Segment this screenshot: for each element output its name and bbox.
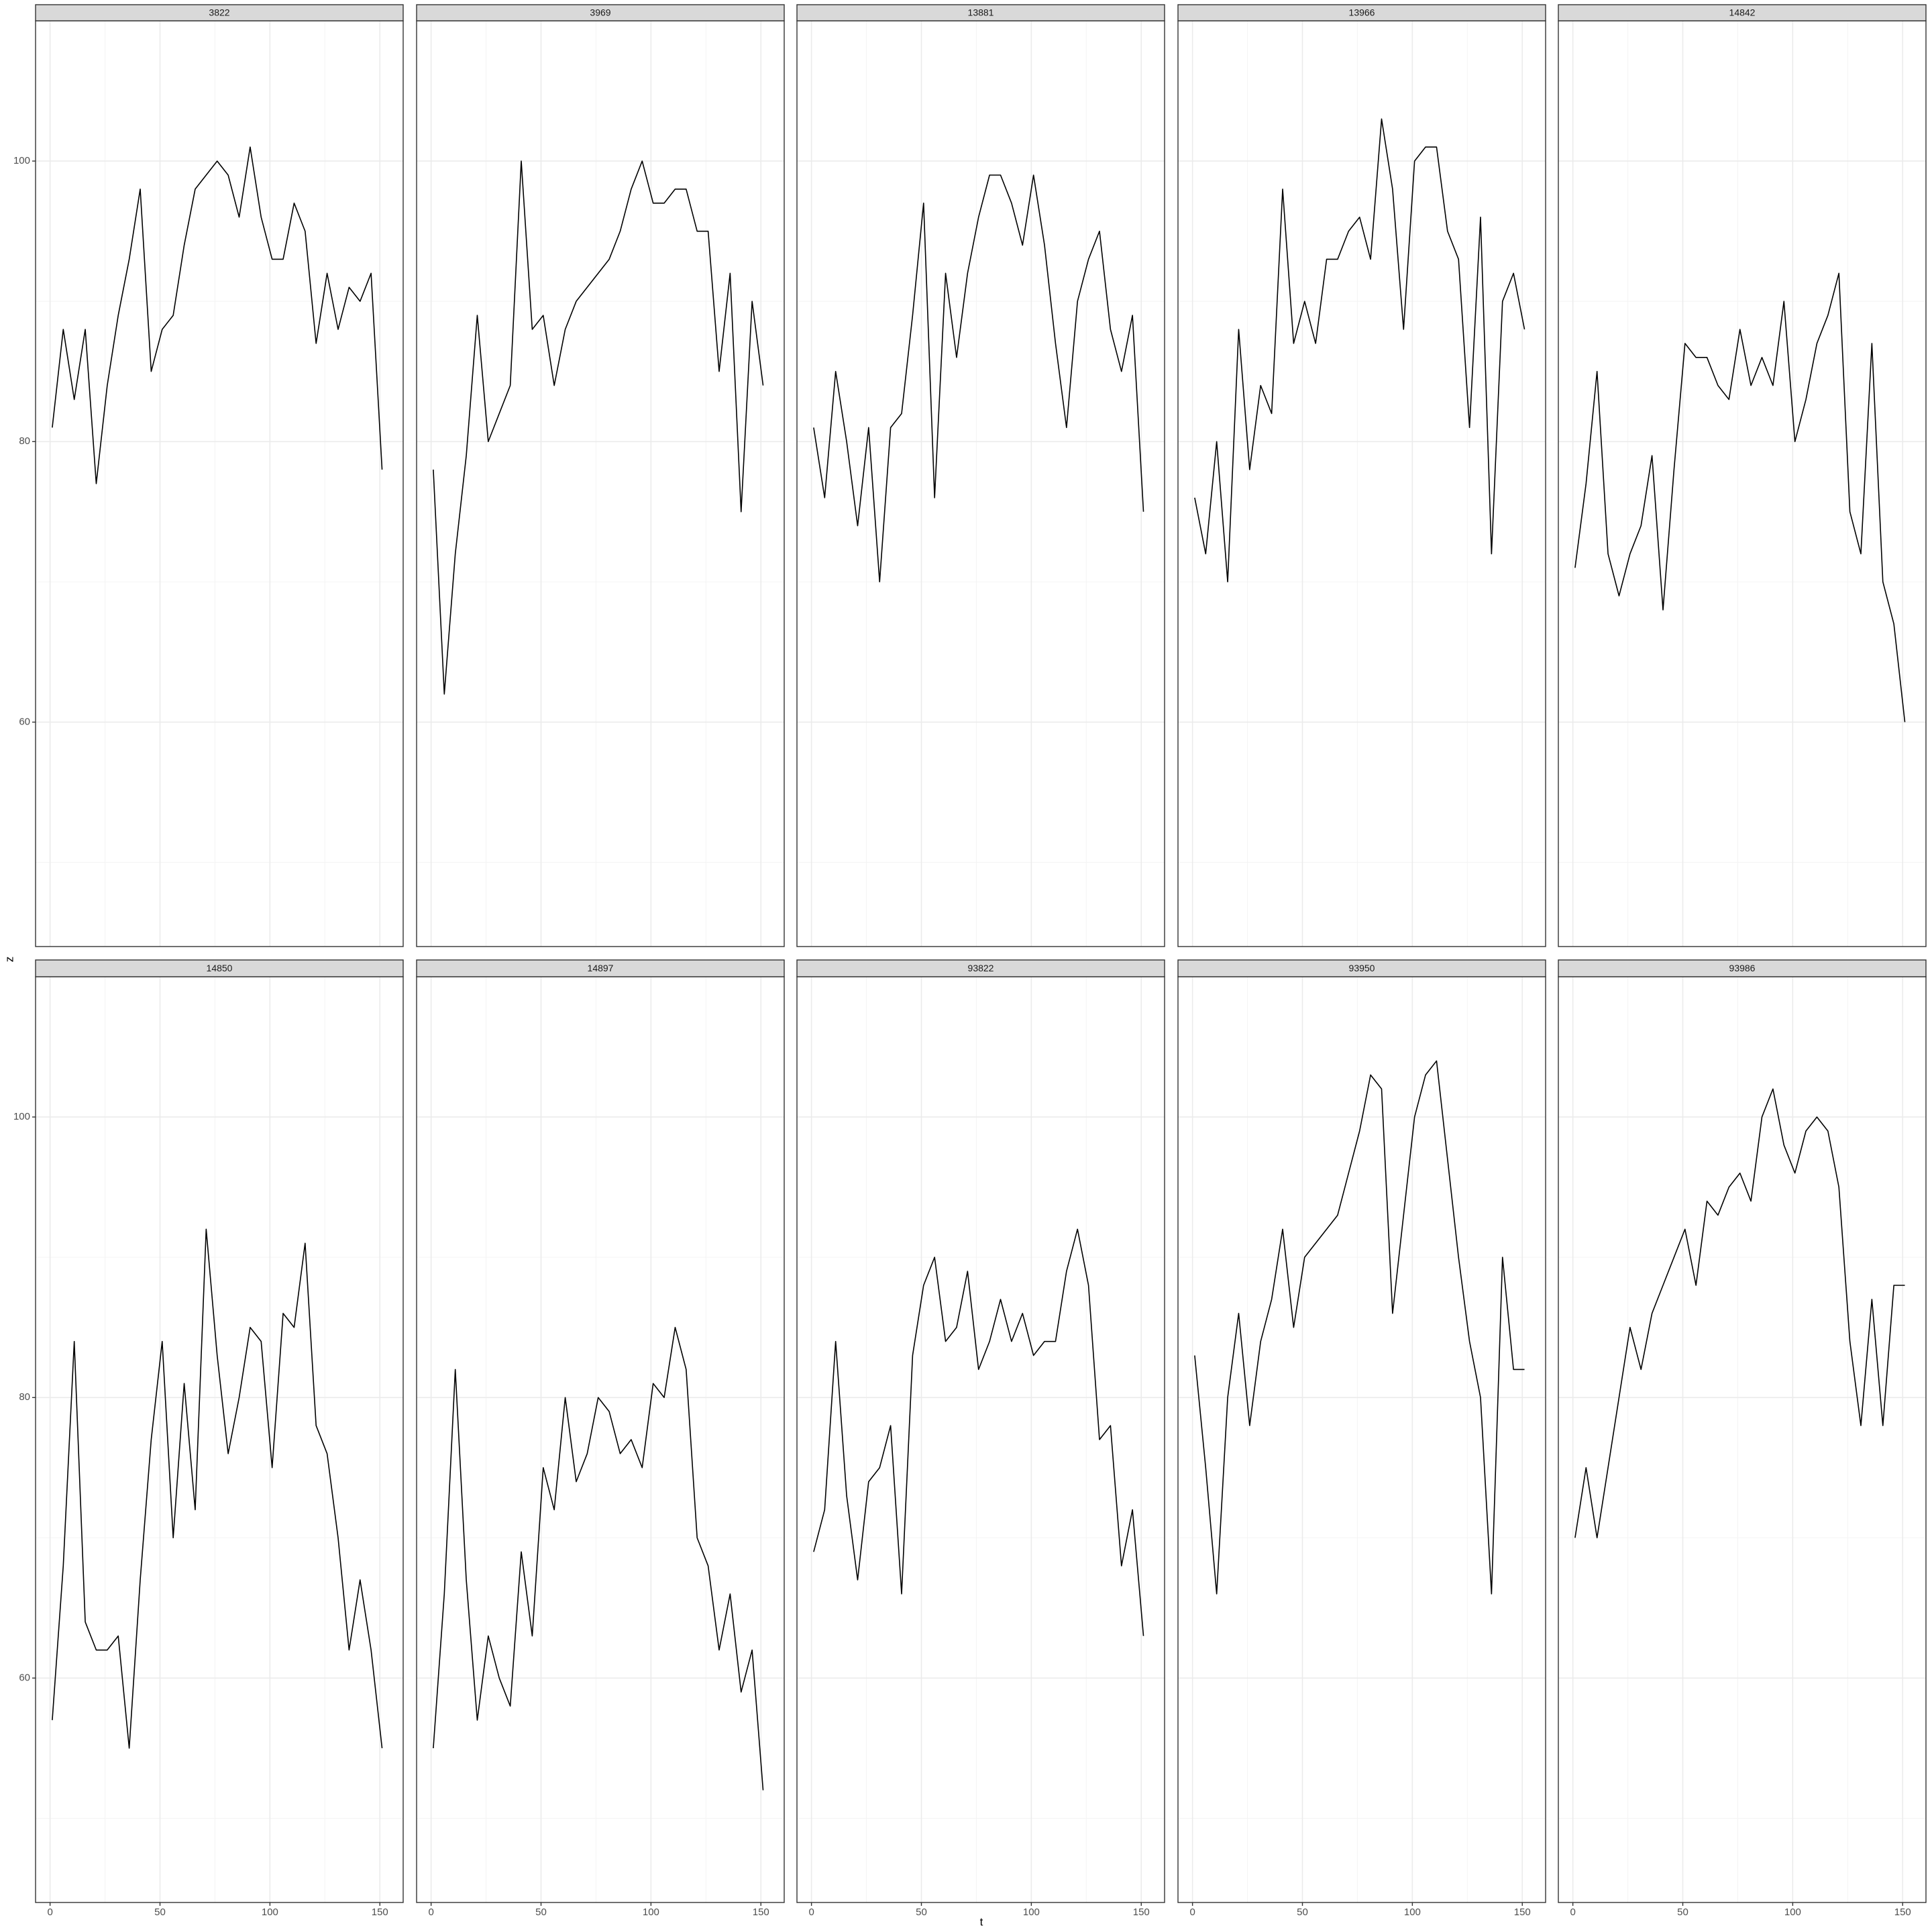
panel-background (417, 977, 784, 1902)
x-tick-label: 0 (808, 1907, 814, 1918)
strip-label: 93950 (1349, 963, 1375, 973)
strip (1558, 4, 1927, 21)
panel-background (1558, 977, 1926, 1902)
x-tick-label: 0 (47, 1907, 52, 1918)
y-tick-label: 60 (19, 1672, 30, 1683)
x-tick-label: 100 (1784, 1907, 1801, 1918)
strip-label: 13881 (968, 7, 994, 18)
panel-background (1178, 977, 1546, 1902)
x-tick-label: 100 (262, 1907, 278, 1918)
data-line (433, 1326, 764, 1790)
panel-background (797, 977, 1165, 1902)
strip (416, 4, 785, 21)
x-tick-label: 100 (643, 1907, 659, 1918)
x-tick-label: 50 (535, 1907, 547, 1918)
x-tick-label: 0 (1570, 1907, 1575, 1918)
data-line (1194, 118, 1525, 583)
strip (1177, 959, 1546, 977)
x-tick-label: 50 (1297, 1907, 1308, 1918)
strip (1558, 959, 1927, 977)
strip-label: 13966 (1349, 7, 1375, 18)
strip-label: 14850 (207, 963, 233, 973)
data-line (1574, 1088, 1905, 1539)
x-tick-label: 0 (428, 1907, 433, 1918)
strip-label: 93986 (1729, 963, 1756, 973)
y-axis-title: z (3, 957, 15, 963)
x-tick-label: 100 (1023, 1907, 1040, 1918)
strip (796, 4, 1165, 21)
strip-label: 3969 (590, 7, 610, 18)
panel-background (1558, 21, 1926, 947)
x-tick-label: 150 (753, 1907, 769, 1918)
strip (35, 4, 404, 21)
panel-background (417, 21, 784, 947)
y-tick-label: 80 (19, 435, 30, 447)
x-tick-label: 150 (372, 1907, 388, 1918)
data-line (813, 174, 1144, 583)
strip-label: 93822 (968, 963, 994, 973)
strip (796, 959, 1165, 977)
data-line (52, 1228, 383, 1749)
data-line (1194, 1060, 1525, 1595)
panel-background (797, 21, 1165, 947)
x-tick-label: 100 (1404, 1907, 1421, 1918)
panel-background (1178, 21, 1546, 947)
strip-label: 3822 (209, 7, 229, 18)
strip-label: 14842 (1729, 7, 1756, 18)
data-line (433, 160, 764, 695)
x-tick-label: 150 (1514, 1907, 1531, 1918)
x-tick-label: 50 (154, 1907, 166, 1918)
y-tick-label: 100 (13, 155, 30, 166)
data-line (52, 146, 383, 484)
x-tick-label: 150 (1894, 1907, 1911, 1918)
y-tick-label: 60 (19, 716, 30, 727)
x-tick-label: 0 (1189, 1907, 1195, 1918)
x-tick-label: 150 (1133, 1907, 1150, 1918)
x-tick-label: 50 (916, 1907, 927, 1918)
data-line (813, 1228, 1144, 1636)
strip (416, 959, 785, 977)
x-tick-label: 50 (1677, 1907, 1688, 1918)
panel-background (36, 21, 403, 947)
data-line (1574, 272, 1906, 722)
panel-background (36, 977, 403, 1902)
y-tick-label: 100 (13, 1111, 30, 1122)
y-tick-label: 80 (19, 1391, 30, 1403)
strip (1177, 4, 1546, 21)
strip-label: 14897 (588, 963, 614, 973)
strip (35, 959, 404, 977)
x-axis-title: t (980, 1915, 983, 1928)
